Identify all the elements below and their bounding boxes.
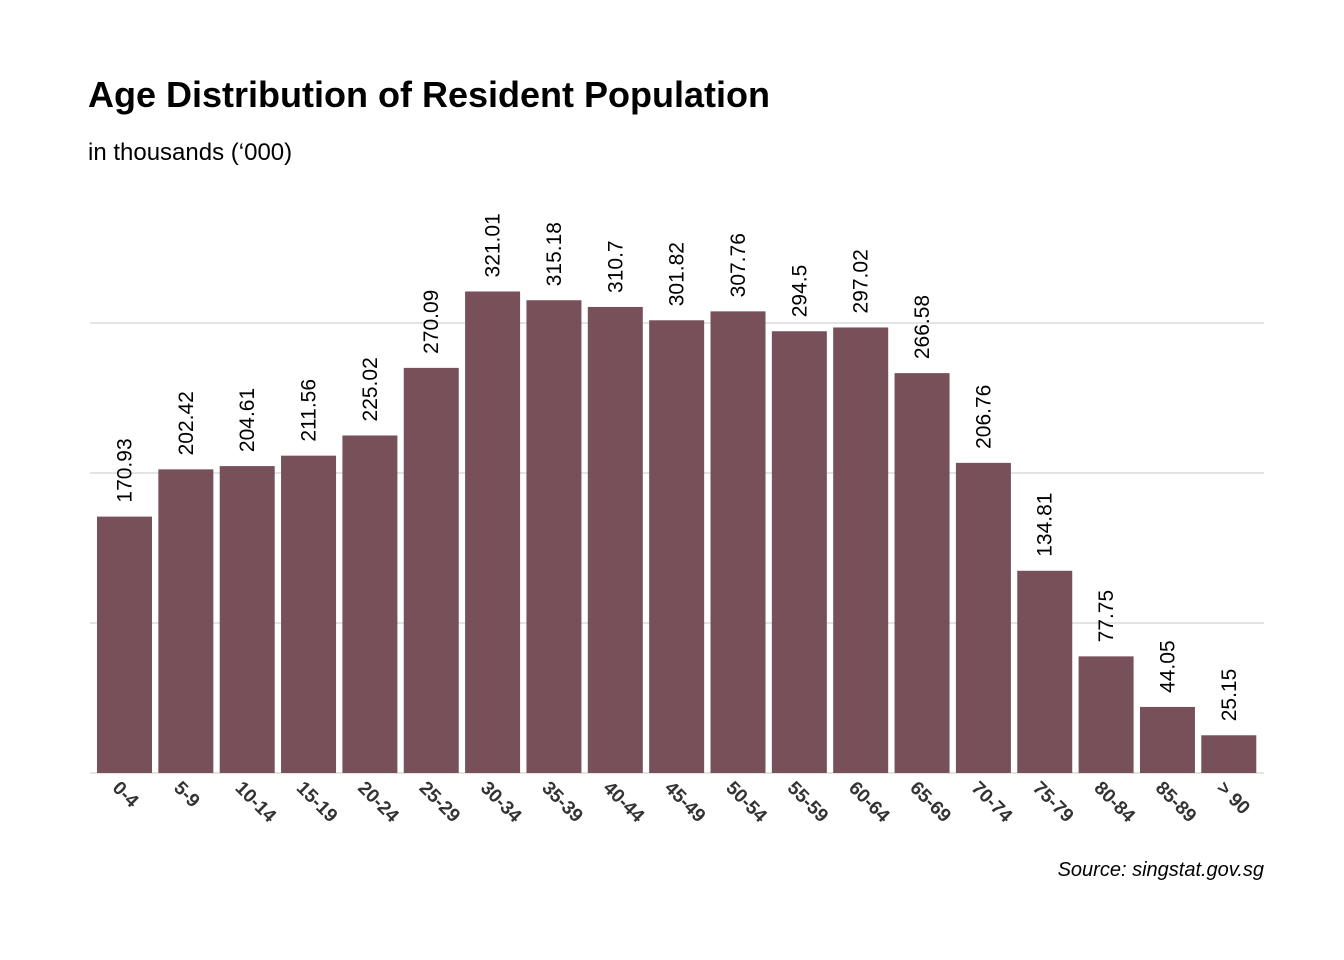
x-tick-label: 40-44 <box>599 778 649 828</box>
chart-title: Age Distribution of Resident Population <box>88 74 770 115</box>
bar <box>955 462 1011 773</box>
value-label: 294.5 <box>788 265 811 318</box>
value-label: 310.7 <box>604 240 627 293</box>
value-label: 297.02 <box>850 249 873 313</box>
source-note: Source: singstat.gov.sg <box>1058 859 1264 881</box>
bar <box>465 291 521 773</box>
bar <box>833 327 889 773</box>
bar <box>771 331 827 773</box>
x-tick-label: 80-84 <box>1090 778 1140 828</box>
x-tick-label: 30-34 <box>476 778 526 828</box>
bar <box>894 373 950 773</box>
bar <box>97 516 152 773</box>
value-label: 77.75 <box>1095 590 1118 643</box>
bar <box>587 306 643 773</box>
bar <box>219 466 275 773</box>
value-label: 315.18 <box>543 222 566 286</box>
bar <box>710 311 766 773</box>
x-tick-label: 65-69 <box>906 778 955 827</box>
x-tick-label: 35-39 <box>537 778 586 827</box>
x-tick-label: 50-54 <box>721 778 771 828</box>
value-label: 202.42 <box>175 391 198 455</box>
value-label: 266.58 <box>911 295 934 359</box>
x-tick-label: 15-19 <box>292 778 341 827</box>
bar <box>158 469 214 773</box>
value-label: 321.01 <box>482 213 505 277</box>
value-label: 307.76 <box>727 233 750 297</box>
value-label: 25.15 <box>1218 669 1241 722</box>
x-tick-label: 55-59 <box>783 778 832 827</box>
bar <box>281 455 337 773</box>
bars <box>97 291 1257 774</box>
value-label: 206.76 <box>972 385 995 449</box>
value-label: 211.56 <box>298 379 321 442</box>
x-tick-label: 60-64 <box>844 778 894 828</box>
bar <box>1201 735 1257 773</box>
value-label: 44.05 <box>1156 640 1179 693</box>
value-label: 225.02 <box>359 357 382 421</box>
value-label: 170.93 <box>114 438 137 502</box>
bar <box>1139 706 1195 773</box>
bar <box>403 367 459 773</box>
x-tick-label: 45-49 <box>660 778 709 827</box>
bar <box>1078 656 1134 774</box>
chart-subtitle: in thousands (‘000) <box>88 139 292 166</box>
bar <box>1017 570 1073 773</box>
x-tick-label: 0-4 <box>108 778 143 813</box>
x-tick-label: 75-79 <box>1028 778 1077 827</box>
value-label: 270.09 <box>420 290 443 354</box>
x-tick-label: 25-29 <box>415 778 464 827</box>
bar <box>526 300 582 773</box>
x-tick-label: 70-74 <box>967 778 1017 828</box>
bar <box>649 320 705 773</box>
x-tick-label: > 90 <box>1212 778 1253 819</box>
value-label: 134.81 <box>1034 493 1057 557</box>
bar <box>342 435 398 773</box>
value-label: 204.61 <box>236 388 259 452</box>
x-tick-labels: 0-4 5-9 10-14 15-19 20-24 25-29 30-34 35-39 40-4… <box>108 778 1254 828</box>
x-tick-label: 85-89 <box>1151 778 1200 827</box>
value-label: 301.82 <box>666 242 689 306</box>
value-labels: 170.93 202.42 204.61 211.56 225.02 270.09 321.… <box>114 213 1241 721</box>
x-tick-label: 10-14 <box>231 778 281 828</box>
x-tick-label: 5-9 <box>169 778 203 812</box>
x-tick-label: 20-24 <box>353 778 403 828</box>
